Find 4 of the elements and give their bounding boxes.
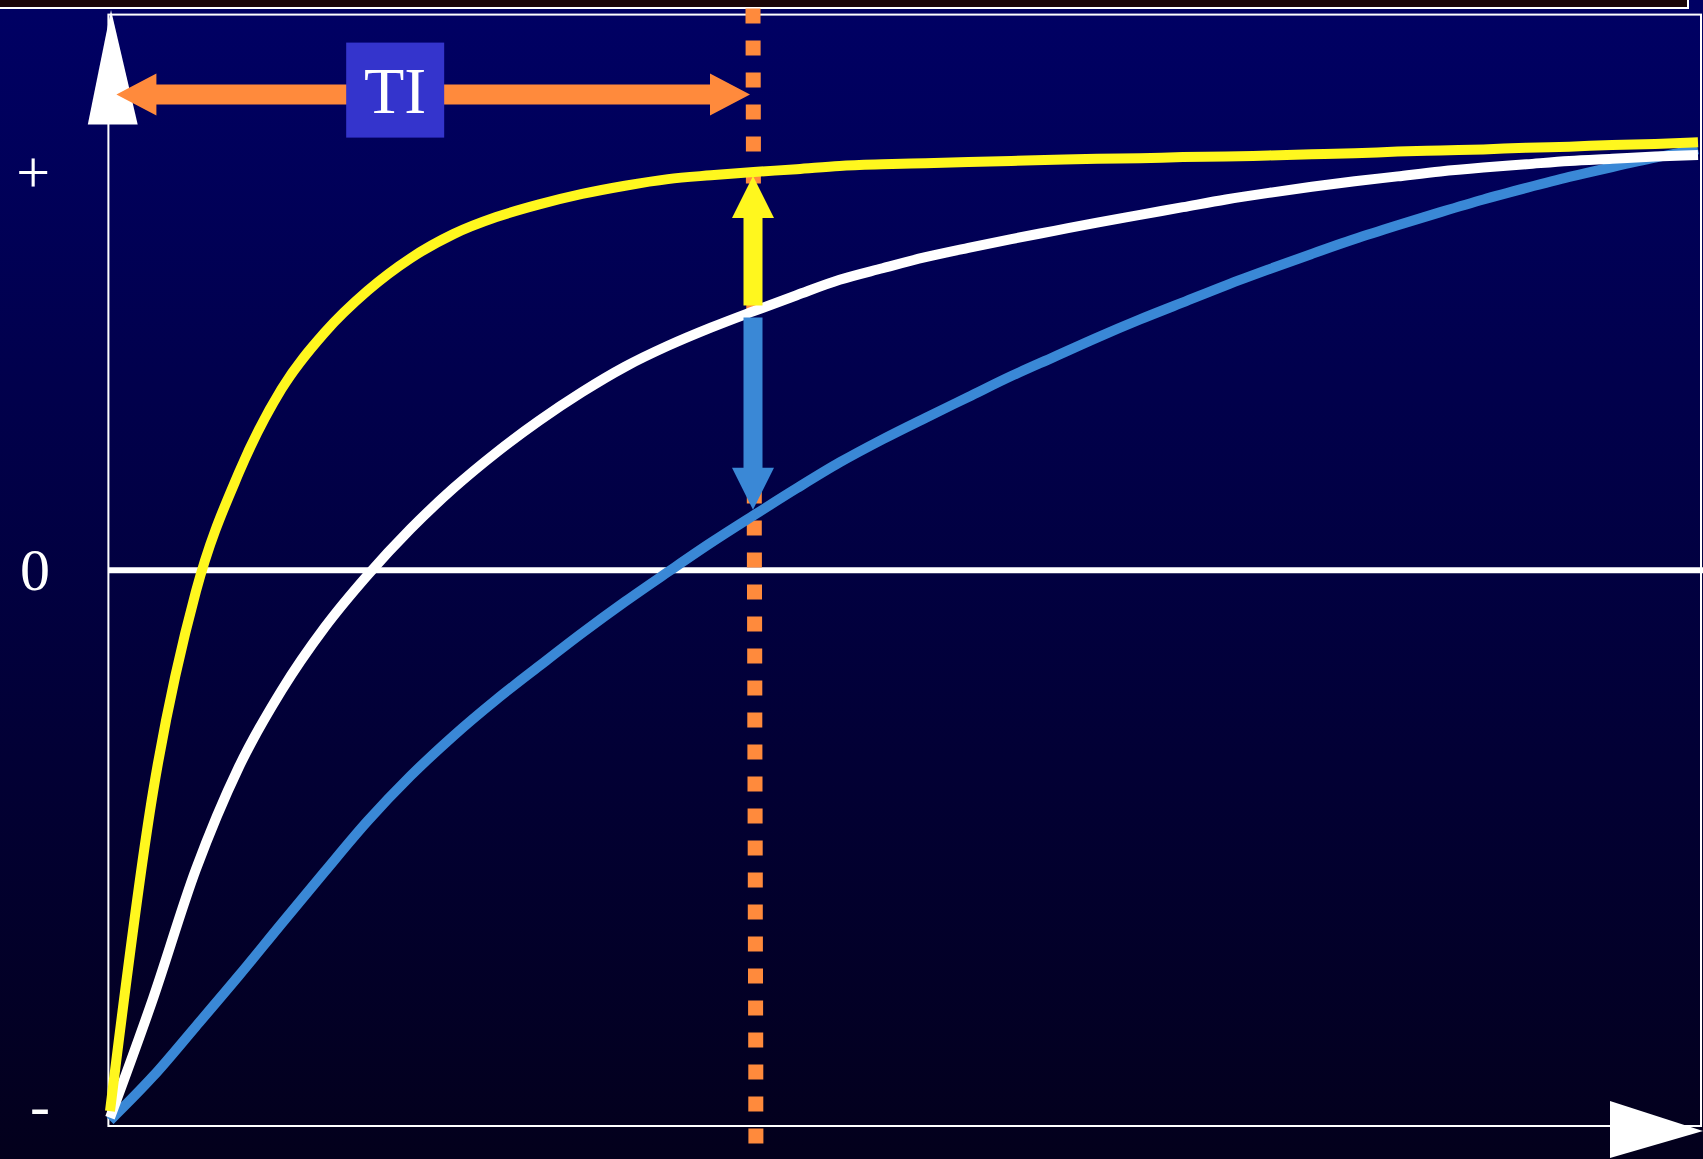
ref-line-label: 0 (20, 537, 50, 604)
text: TI (364, 54, 427, 128)
text: - (30, 1073, 50, 1139)
text: + (16, 139, 50, 205)
